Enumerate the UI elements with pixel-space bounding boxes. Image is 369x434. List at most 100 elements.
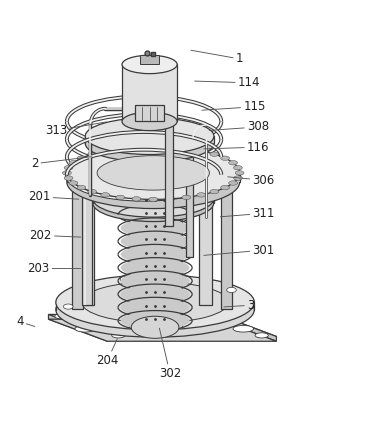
Ellipse shape xyxy=(121,192,190,211)
Ellipse shape xyxy=(116,146,125,151)
Text: 313: 313 xyxy=(45,122,106,137)
Bar xyxy=(137,122,151,305)
Ellipse shape xyxy=(93,184,214,222)
Bar xyxy=(82,158,92,305)
Ellipse shape xyxy=(235,171,244,175)
Polygon shape xyxy=(48,319,276,341)
Ellipse shape xyxy=(229,181,238,185)
Ellipse shape xyxy=(77,156,86,161)
Ellipse shape xyxy=(93,180,214,217)
Ellipse shape xyxy=(63,304,73,309)
Ellipse shape xyxy=(64,176,73,180)
Text: 3: 3 xyxy=(224,299,254,312)
Polygon shape xyxy=(122,64,177,122)
Ellipse shape xyxy=(121,272,190,290)
Text: 204: 204 xyxy=(96,339,119,367)
Ellipse shape xyxy=(88,189,97,194)
Ellipse shape xyxy=(101,149,110,153)
Text: 114: 114 xyxy=(194,76,260,89)
Ellipse shape xyxy=(85,118,214,155)
Text: 201: 201 xyxy=(28,190,79,203)
Ellipse shape xyxy=(131,316,179,339)
Polygon shape xyxy=(93,199,214,203)
Ellipse shape xyxy=(69,161,78,165)
Ellipse shape xyxy=(88,152,97,156)
Ellipse shape xyxy=(121,232,190,250)
Ellipse shape xyxy=(67,146,239,199)
Ellipse shape xyxy=(210,189,219,194)
Ellipse shape xyxy=(121,312,190,330)
Bar xyxy=(186,136,193,257)
Ellipse shape xyxy=(122,112,177,131)
Bar xyxy=(140,122,148,305)
Ellipse shape xyxy=(234,176,242,180)
Ellipse shape xyxy=(75,326,96,332)
Ellipse shape xyxy=(174,314,195,321)
Ellipse shape xyxy=(121,219,190,237)
Text: 202: 202 xyxy=(30,229,81,242)
Polygon shape xyxy=(129,195,182,327)
Ellipse shape xyxy=(150,324,160,329)
Text: 4: 4 xyxy=(16,315,35,328)
Ellipse shape xyxy=(197,149,206,153)
Text: 116: 116 xyxy=(204,141,269,154)
Ellipse shape xyxy=(120,276,130,282)
Ellipse shape xyxy=(55,314,68,319)
Ellipse shape xyxy=(56,275,254,330)
Ellipse shape xyxy=(101,193,110,197)
Ellipse shape xyxy=(210,152,219,156)
Ellipse shape xyxy=(122,55,177,74)
Text: 306: 306 xyxy=(228,174,275,187)
Text: 203: 203 xyxy=(27,262,81,275)
Ellipse shape xyxy=(62,171,71,175)
Ellipse shape xyxy=(64,165,73,170)
Ellipse shape xyxy=(255,333,268,338)
Ellipse shape xyxy=(82,282,229,323)
Bar xyxy=(221,165,232,309)
Polygon shape xyxy=(67,173,239,182)
Polygon shape xyxy=(48,314,107,341)
Text: 115: 115 xyxy=(202,100,266,113)
Ellipse shape xyxy=(182,195,191,200)
Ellipse shape xyxy=(121,259,190,277)
Text: 308: 308 xyxy=(209,121,269,133)
Ellipse shape xyxy=(121,245,190,264)
Ellipse shape xyxy=(221,156,230,161)
Bar xyxy=(84,158,86,305)
Ellipse shape xyxy=(85,125,214,162)
Ellipse shape xyxy=(77,185,86,190)
Ellipse shape xyxy=(56,282,254,337)
Bar xyxy=(82,158,94,305)
Ellipse shape xyxy=(67,156,239,209)
Polygon shape xyxy=(85,136,214,144)
Ellipse shape xyxy=(121,285,190,303)
Polygon shape xyxy=(48,314,276,336)
Text: 311: 311 xyxy=(220,207,275,220)
Ellipse shape xyxy=(116,195,125,200)
Ellipse shape xyxy=(121,298,190,317)
Bar xyxy=(72,165,83,309)
Text: 2: 2 xyxy=(31,157,92,170)
Bar xyxy=(140,55,159,64)
Bar xyxy=(199,158,212,305)
Ellipse shape xyxy=(197,193,206,197)
Ellipse shape xyxy=(198,314,211,319)
Ellipse shape xyxy=(233,326,254,332)
Ellipse shape xyxy=(69,181,78,185)
Ellipse shape xyxy=(182,146,191,151)
Ellipse shape xyxy=(149,197,158,201)
Ellipse shape xyxy=(112,333,125,338)
Ellipse shape xyxy=(132,197,141,201)
Ellipse shape xyxy=(221,185,230,190)
Ellipse shape xyxy=(121,206,190,224)
Polygon shape xyxy=(218,314,276,341)
Ellipse shape xyxy=(229,161,238,165)
Polygon shape xyxy=(56,302,254,309)
Ellipse shape xyxy=(97,156,209,190)
Ellipse shape xyxy=(115,314,136,321)
Ellipse shape xyxy=(227,287,236,293)
Ellipse shape xyxy=(166,145,175,149)
Ellipse shape xyxy=(234,165,242,170)
Bar xyxy=(135,105,164,122)
Text: 302: 302 xyxy=(159,328,181,380)
